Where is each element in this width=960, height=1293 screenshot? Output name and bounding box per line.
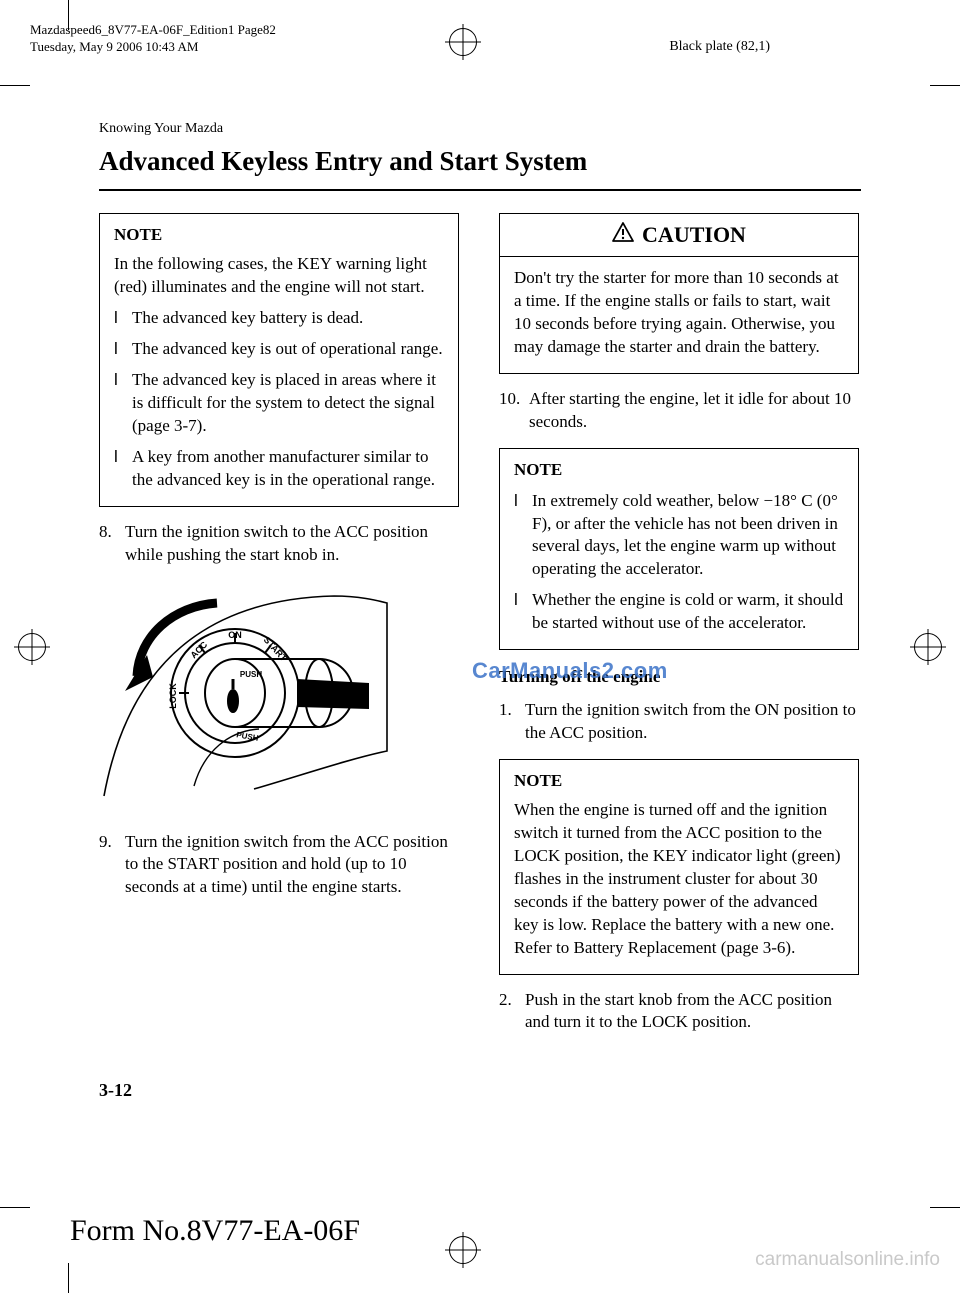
caution-label: CAUTION [642,220,746,250]
list-item: In extremely cold weather, below −18° C … [514,490,844,582]
ignition-illustration: LOCK ACC ON START PUSH PUSH [99,581,459,813]
step-2: 2. Push in the start knob from the ACC p… [499,989,859,1035]
step-text: Turn the ignition switch from the ON pos… [525,699,859,745]
ignition-push-label: PUSH [236,730,260,743]
list-item: The advanced key is out of operational r… [114,338,444,361]
step-1: 1. Turn the ignition switch from the ON … [499,699,859,745]
form-number: Form No.8V77-EA-06F [70,1211,360,1252]
list-item: A key from another manufacturer similar … [114,446,444,492]
watermark-carmanuals2: CarManuals2.com [472,656,668,686]
title-rule [99,189,861,191]
step-num: 10. [499,388,529,434]
list-item: The advanced key is placed in areas wher… [114,369,444,438]
crop-mark [930,1207,960,1208]
step-num: 9. [99,831,125,900]
step-9: 9. Turn the ignition switch from the ACC… [99,831,459,900]
print-file-header: Mazdaspeed6_8V77-EA-06F_Edition1 Page82 … [30,22,276,56]
note-intro: In the following cases, the KEY warning … [114,253,444,299]
registration-mark-top [445,24,481,60]
step-text: Turn the ignition switch from the ACC po… [125,831,459,900]
step-text: Turn the ignition switch to the ACC posi… [125,521,459,567]
crop-mark [0,85,30,86]
step-num: 8. [99,521,125,567]
step-num: 1. [499,699,525,745]
print-file-line2: Tuesday, May 9 2006 10:43 AM [30,39,276,56]
watermark-carmanualsonline: carmanualsonline.info [755,1247,940,1273]
ignition-lock-label: LOCK [168,682,178,708]
step-8: 8. Turn the ignition switch to the ACC p… [99,521,459,567]
note-label: NOTE [514,770,844,793]
step-text: After starting the engine, let it idle f… [529,388,859,434]
note-text: When the engine is turned off and the ig… [514,799,844,960]
crop-mark [68,1263,69,1293]
step-10: 10. After starting the engine, let it id… [499,388,859,434]
step-num: 2. [499,989,525,1035]
note-bullets: The advanced key battery is dead. The ad… [114,307,444,492]
caution-box: CAUTION Don't try the starter for more t… [499,213,859,373]
page-title: Advanced Keyless Entry and Start System [99,143,861,179]
left-column: NOTE In the following cases, the KEY war… [99,213,459,1048]
crop-mark [930,85,960,86]
note-box-1: NOTE In the following cases, the KEY war… [99,213,459,506]
page-body: Knowing Your Mazda Advanced Keyless Entr… [99,120,861,1103]
section-eyebrow: Knowing Your Mazda [99,120,861,139]
crop-mark [68,0,69,30]
registration-mark-right [910,629,946,665]
list-item: Whether the engine is cold or warm, it s… [514,589,844,635]
list-item: The advanced key battery is dead. [114,307,444,330]
registration-mark-left [14,629,50,665]
right-column: CAUTION Don't try the starter for more t… [499,213,859,1048]
ignition-push-label: PUSH [240,670,262,679]
note-box-3: NOTE When the engine is turned off and t… [499,759,859,975]
note-label: NOTE [514,459,844,482]
crop-mark [0,1207,30,1208]
warning-icon [612,222,634,246]
print-plate: Black plate (82,1) [669,38,770,57]
note-label: NOTE [114,224,444,247]
ignition-on-label: ON [228,630,242,640]
print-file-line1: Mazdaspeed6_8V77-EA-06F_Edition1 Page82 [30,22,276,39]
registration-mark-bottom [445,1232,481,1268]
note-bullets: In extremely cold weather, below −18° C … [514,490,844,636]
caution-text: Don't try the starter for more than 10 s… [514,267,844,359]
step-text: Push in the start knob from the ACC posi… [525,989,859,1035]
note-box-2: NOTE In extremely cold weather, below −1… [499,448,859,651]
page-number: 3-12 [99,1078,861,1102]
